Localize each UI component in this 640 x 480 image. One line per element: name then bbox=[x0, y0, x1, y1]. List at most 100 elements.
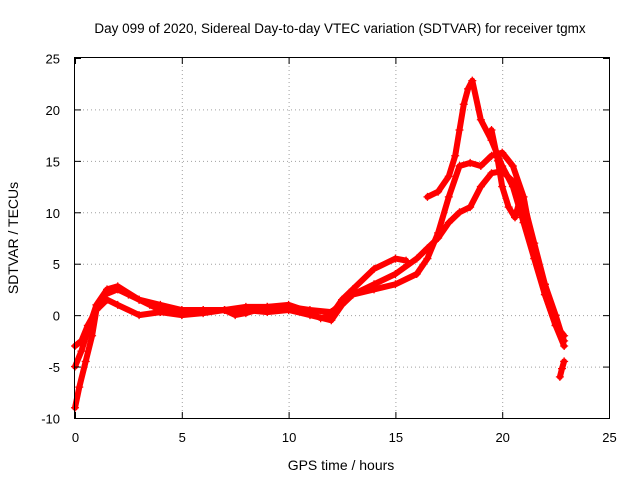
data-point-marker bbox=[423, 192, 432, 201]
x-tick-label: 5 bbox=[179, 430, 186, 445]
data-point-marker bbox=[493, 156, 502, 165]
data-point-marker bbox=[88, 331, 97, 340]
chart-title: Day 099 of 2020, Sidereal Day-to-day VTE… bbox=[94, 21, 585, 36]
x-axis-label: GPS time / hours bbox=[288, 457, 395, 473]
data-point-marker bbox=[558, 331, 567, 340]
data-point-marker bbox=[504, 203, 513, 212]
data-point-marker bbox=[241, 309, 250, 318]
data-points bbox=[71, 76, 569, 412]
data-point-marker bbox=[444, 172, 453, 181]
series-line bbox=[72, 168, 568, 370]
data-point-marker bbox=[338, 295, 346, 304]
data-point-marker bbox=[135, 311, 144, 320]
data-point-marker bbox=[231, 311, 240, 320]
data-point-marker bbox=[558, 364, 567, 373]
data-point-marker bbox=[508, 162, 517, 170]
data-point-marker bbox=[455, 162, 464, 170]
data-point-marker bbox=[316, 314, 325, 323]
data-point-marker bbox=[156, 306, 165, 314]
series-arc-e bbox=[487, 126, 567, 340]
data-point-marker bbox=[476, 162, 485, 170]
data-point-marker bbox=[113, 285, 122, 294]
data-point-marker bbox=[327, 311, 336, 320]
x-tick-label: 25 bbox=[602, 430, 616, 445]
data-point-marker bbox=[284, 300, 293, 309]
data-point-marker bbox=[434, 228, 443, 237]
axis-ticks: 0 5 10 15 20 25 -10 -5 0 5 10 15 20 25 bbox=[41, 52, 617, 446]
y-tick-label: 25 bbox=[46, 52, 60, 67]
data-point-marker bbox=[508, 182, 517, 191]
data-point-marker bbox=[466, 203, 475, 212]
data-point-marker bbox=[444, 218, 453, 227]
data-point-marker bbox=[519, 192, 528, 201]
plot-frame bbox=[74, 57, 610, 419]
data-point-marker bbox=[476, 182, 485, 191]
y-tick-label: 0 bbox=[53, 309, 60, 324]
data-point-marker bbox=[370, 285, 379, 294]
data-point-marker bbox=[77, 347, 86, 356]
data-point-marker bbox=[100, 290, 109, 299]
data-point-marker bbox=[402, 256, 411, 265]
y-tick-label: 15 bbox=[46, 154, 60, 169]
data-point-marker bbox=[423, 254, 432, 263]
x-tick-label: 15 bbox=[389, 430, 403, 445]
data-point-marker bbox=[515, 198, 524, 206]
data-point-marker bbox=[455, 208, 464, 217]
data-point-marker bbox=[391, 254, 400, 263]
x-tick-label: 10 bbox=[282, 430, 296, 445]
data-point-marker bbox=[77, 336, 86, 345]
data-point-marker bbox=[305, 308, 314, 317]
data-point-marker bbox=[530, 249, 539, 258]
x-tick-label: 20 bbox=[495, 430, 509, 445]
data-point-marker bbox=[560, 342, 569, 350]
data-point-marker bbox=[464, 84, 473, 93]
data-point-marker bbox=[135, 295, 144, 304]
y-tick-label: -10 bbox=[41, 412, 60, 427]
data-point-marker bbox=[444, 192, 453, 201]
data-point-marker bbox=[511, 213, 520, 222]
y-tick-label: 10 bbox=[46, 206, 60, 221]
data-point-marker bbox=[468, 76, 477, 85]
data-point-marker bbox=[199, 306, 208, 314]
data-point-marker bbox=[92, 306, 101, 314]
data-point-marker bbox=[220, 306, 229, 314]
data-point-marker bbox=[476, 115, 485, 124]
y-tick-label: 20 bbox=[46, 103, 60, 118]
data-point-marker bbox=[263, 302, 272, 311]
data-point-marker bbox=[75, 383, 84, 392]
data-point-marker bbox=[498, 182, 507, 191]
data-point-marker bbox=[412, 254, 421, 263]
data-point-marker bbox=[487, 169, 496, 178]
data-point-marker bbox=[451, 151, 460, 160]
data-point-marker bbox=[348, 285, 357, 294]
data-point-marker bbox=[434, 187, 443, 196]
data-point-marker bbox=[560, 357, 569, 366]
data-point-marker bbox=[466, 158, 475, 167]
data-point-marker bbox=[370, 264, 379, 273]
data-point-marker bbox=[391, 270, 400, 278]
y-tick-label: -5 bbox=[48, 360, 60, 375]
series-arc-c bbox=[71, 254, 411, 412]
data-point-marker bbox=[487, 126, 496, 134]
y-axis-label: SDTVAR / TECUs bbox=[5, 182, 21, 294]
data-point-marker bbox=[124, 290, 133, 299]
data-point-marker bbox=[83, 321, 92, 330]
series-line bbox=[72, 255, 410, 411]
data-point-marker bbox=[455, 126, 464, 134]
y-tick-label: 5 bbox=[53, 257, 60, 272]
data-point-marker bbox=[519, 208, 528, 217]
data-point-marker bbox=[113, 300, 122, 309]
data-point-marker bbox=[177, 308, 186, 317]
data-point-marker bbox=[145, 300, 154, 309]
data-point-marker bbox=[391, 280, 400, 289]
data-point-marker bbox=[81, 357, 90, 366]
data-point-marker bbox=[551, 311, 560, 320]
data-point-marker bbox=[459, 100, 468, 109]
data-point-marker bbox=[412, 270, 421, 278]
series-arc-f bbox=[555, 357, 569, 381]
series-arc-a bbox=[71, 167, 569, 371]
data-point-marker bbox=[555, 372, 564, 381]
data-point-marker bbox=[540, 280, 549, 289]
x-tick-label: 0 bbox=[72, 430, 79, 445]
